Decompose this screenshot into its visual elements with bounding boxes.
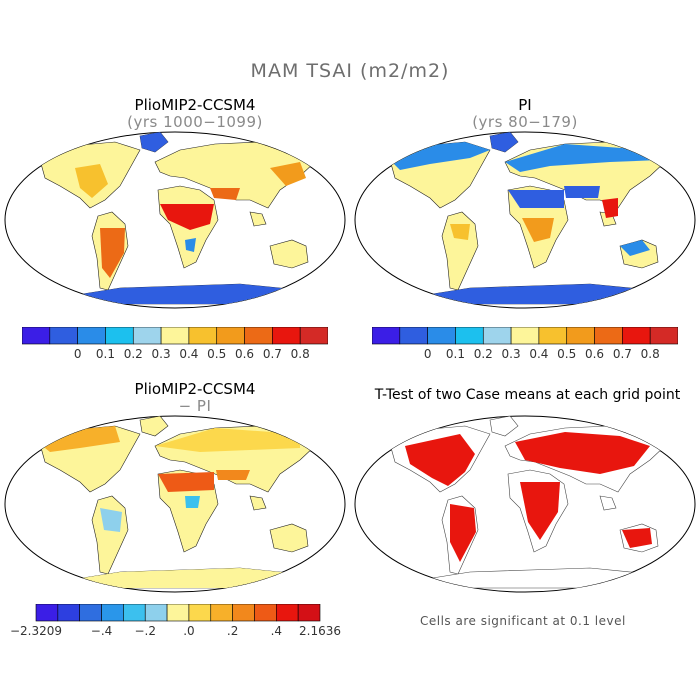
colorbar-tick-label: 0.2	[124, 347, 143, 361]
colorbar-swatch	[77, 327, 106, 345]
panel-pi-subtitle: (yrs 80−179)	[472, 113, 578, 131]
colorbar-swatch	[244, 327, 273, 345]
colorbar-swatch	[232, 604, 255, 622]
colorbar-swatch	[272, 327, 301, 345]
colorbar-swatch	[101, 604, 124, 622]
panel-ttest-title: T-Test of two Case means at each grid po…	[374, 387, 681, 403]
colorbar-tick-label: 0.1	[446, 347, 465, 361]
colorbar-tick-label: 0.2	[474, 347, 493, 361]
colorbar-plio: 0 0.1 0.2 0.3 0.4 0.5 0.6 0.7 0.8	[22, 327, 328, 361]
panel-pi-title: PI	[518, 96, 532, 114]
colorbar-tick-label: 0.7	[263, 347, 282, 361]
colorbar-swatch	[79, 604, 102, 622]
colorbar-swatch	[538, 327, 568, 345]
colorbar-swatch	[299, 327, 328, 345]
panel-diff-subtitle: − PI	[178, 397, 212, 415]
colorbar-swatch	[276, 604, 299, 622]
colorbar-swatch	[566, 327, 595, 345]
map-plio	[4, 131, 346, 309]
colorbar-swatch	[297, 604, 321, 622]
colorbar-swatch	[35, 604, 59, 622]
panel-diff-title: PlioMIP2-CCSM4	[134, 380, 256, 398]
colorbar-swatch	[510, 327, 540, 345]
colorbar-swatch	[22, 327, 51, 345]
colorbar-pi: 0 0.1 0.2 0.3 0.4 0.5 0.6 0.7 0.8	[372, 327, 678, 361]
colorbar-tick-label: 0.1	[96, 347, 115, 361]
colorbar-swatch	[254, 604, 277, 622]
colorbar-swatch	[144, 604, 168, 622]
map-pi	[354, 131, 696, 309]
colorbar-tick-label: 2.1636	[299, 624, 341, 638]
map-diff	[4, 415, 346, 593]
colorbar-tick-label: 0.5	[207, 347, 226, 361]
colorbar-swatch	[210, 604, 233, 622]
panel-plio-subtitle: (yrs 1000−1099)	[127, 113, 263, 131]
panel-plio-title: PlioMIP2-CCSM4	[134, 96, 256, 114]
colorbar-tick-label: 0	[424, 347, 432, 361]
colorbar-swatch	[160, 327, 190, 345]
colorbar-swatch	[622, 327, 651, 345]
colorbar-swatch	[455, 327, 484, 345]
colorbar-swatch	[372, 327, 401, 345]
colorbar-tick-label: 0.6	[585, 347, 604, 361]
colorbar-diff: −2.3209 −.4 −.2 .0 .2 .4 2.1636	[10, 604, 341, 638]
colorbar-tick-label: 0.3	[152, 347, 171, 361]
colorbar-tick-label: .4	[271, 624, 282, 638]
colorbar-swatch	[399, 327, 428, 345]
colorbar-swatch	[188, 327, 218, 345]
colorbar-swatch	[132, 327, 162, 345]
colorbar-tick-label: 0.4	[529, 347, 548, 361]
significance-note: Cells are significant at 0.1 level	[420, 614, 626, 628]
colorbar-tick-label: 0.8	[641, 347, 660, 361]
colorbar-tick-label: 0.8	[291, 347, 310, 361]
colorbar-tick-label: −2.3209	[10, 624, 62, 638]
colorbar-swatch	[105, 327, 134, 345]
colorbar-tick-label: 0.3	[502, 347, 521, 361]
colorbar-swatch	[166, 604, 190, 622]
map-ttest	[354, 415, 696, 593]
figure-title: MAM TSAI (m2/m2)	[250, 60, 450, 82]
colorbar-swatch	[57, 604, 80, 622]
colorbar-tick-label: 0	[74, 347, 82, 361]
colorbar-swatch	[594, 327, 623, 345]
colorbar-tick-label: .2	[227, 624, 238, 638]
colorbar-swatch	[427, 327, 456, 345]
colorbar-swatch	[49, 327, 78, 345]
colorbar-tick-label: −.2	[134, 624, 156, 638]
colorbar-tick-label: 0.5	[557, 347, 576, 361]
colorbar-tick-label: 0.6	[235, 347, 254, 361]
colorbar-swatch	[123, 604, 146, 622]
colorbar-swatch	[216, 327, 245, 345]
colorbar-swatch	[482, 327, 512, 345]
colorbar-tick-label: 0.4	[179, 347, 198, 361]
colorbar-tick-label: −.4	[91, 624, 113, 638]
colorbar-swatch	[649, 327, 678, 345]
colorbar-tick-label: 0.7	[613, 347, 632, 361]
colorbar-swatch	[188, 604, 212, 622]
colorbar-tick-label: .0	[183, 624, 194, 638]
